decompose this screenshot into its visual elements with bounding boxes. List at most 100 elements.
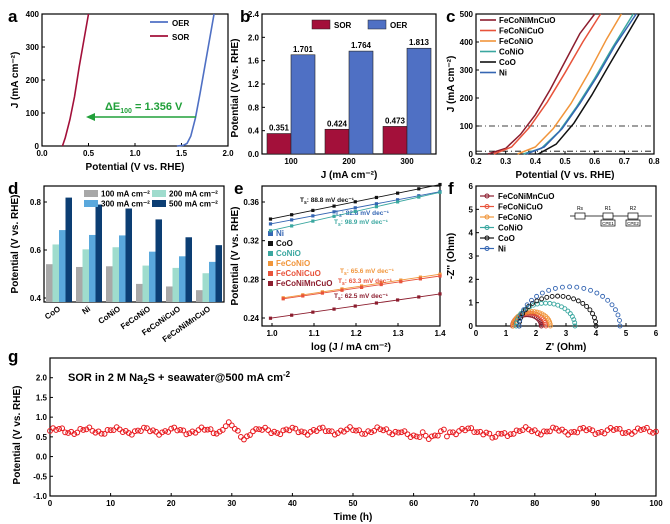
panel-f-point-ni [559,284,565,290]
panel-c-series-feconicuo-line [493,13,602,155]
panel-c-legend-label-feconicuo: FeCoNiCuO [499,27,544,36]
panel-g-data-point [377,426,384,433]
panel-f-point-ni [546,287,552,293]
panel-g-data-point [519,427,526,433]
panel-g-data-point [577,425,584,432]
panel-g-data-point [474,429,481,436]
panel-g-data-point [177,426,184,433]
panel-g-data-point [616,425,623,432]
panel-label-c: c [446,7,455,26]
panel-a-series-sor-line [61,13,90,147]
panel-b-legend-swatch-sor [311,19,331,30]
panel-e-point-feconicuo [301,294,305,298]
panel-f-point-ni [567,284,573,290]
panel-g-data-point [568,429,575,436]
panel-f-point-ni [534,293,540,299]
panel-g-data-point [586,426,593,432]
panel-g-data-point [477,428,484,435]
panel-f-y-tick-label: 1 [469,299,474,308]
panel-g-data-point [637,427,644,433]
panel-b-y-axis-label: Potential (V vs. RHE) [230,39,241,138]
panel-f-legend-marker-feconio [484,214,490,220]
panel-f-legend-marker-conio [484,225,490,230]
panel-g-data-point [53,427,59,433]
panel-g-data-point [404,431,411,438]
panel-g-data-point [101,430,108,437]
panel-f-point-conio [571,317,577,323]
panel-e-point-ni [311,214,315,218]
panel-g-data-point [56,426,62,432]
panel-c-x-tick-label: 0.3 [500,157,512,166]
panel-a-legend-label-sor: SOR [172,33,190,42]
panel-e-x-tick-label: 1.2 [350,329,362,338]
panel-e-legend-label-coo: CoO [276,239,293,248]
panel-g-data-point [647,428,653,435]
panel-g-data-point [486,430,493,437]
panel-f-y-tick-label: 4 [469,229,474,238]
panel-f-point-coo [571,296,577,302]
panel-f-point-conio [565,308,571,314]
panel-g-data-point [271,428,278,435]
panel-g-data-point [165,429,172,435]
panel-d-bar-4 [95,204,102,302]
panel-b-legend-label-oer: OER [390,21,408,30]
panel-e-x-tick-label: 1.0 [266,329,278,338]
panel-g-x-tick-label: 30 [227,499,236,508]
panel-g-data-point [368,429,375,436]
panel-g-x-tick-label: 10 [106,499,115,508]
panel-g-data-point [174,427,181,434]
panel-f-legend-label-coo: CoO [498,234,515,243]
panel-f-point-ni [574,284,580,290]
panel-g-data-point [571,428,578,435]
panel-d-bar-2 [82,249,89,302]
panel-g-data-point [65,430,72,436]
panel-g-data-point [371,427,378,434]
panel-c-x-tick-label: 0.6 [589,157,601,166]
panel-g-y-tick-label: 2.0 [36,374,48,383]
panel-g-data-point [544,428,550,435]
panel-f-point-ni [617,317,622,323]
panel-g-data-point [316,425,323,432]
panel-b-bar-oer [290,54,316,155]
panel-c-legend-label-ni: Ni [499,69,507,78]
panel-g-x-tick-label: 40 [288,499,297,508]
panel-g-data-point [353,427,359,434]
panel-g-data-point [328,428,335,435]
panel-d-legend-label-2: 200 mA cm⁻² [169,190,218,199]
panel-g-data-point [159,429,166,436]
panel-g-data-point [531,427,538,434]
panel-b-y-tick-label: 1.2 [248,80,260,89]
panel-e-point-ni [353,206,357,210]
panel-f-point-ni [539,290,545,296]
panel-g-x-tick-label: 70 [470,499,479,508]
panel-g-data-point [516,428,523,435]
panel-g-data-point [74,429,81,436]
panel-e-point-feconimncuo [417,295,421,299]
panel-g-data-point [77,425,84,432]
panel-g-data-point [201,426,208,433]
panel-d-bar-1 [106,266,113,302]
panel-g-y-tick-label: 0.5 [36,433,48,442]
panel-g-y-tick-label: -1.0 [33,492,47,501]
panel-g-data-point [492,434,499,440]
panel-g-data-point [410,432,417,439]
panel-d-legend-swatch-4 [152,200,166,207]
panel-g-x-tick-label: 0 [48,499,53,508]
panel-a-y-axis-label: J (mA cm⁻²) [10,52,21,109]
panel-a-x-tick-label: 1.5 [176,149,188,158]
panel-e-legend-swatch-feconicuo [268,271,273,276]
panel-g-data-point [244,433,250,440]
panel-g-data-point [138,428,144,434]
panel-g-data-point [422,432,429,439]
panel-g-data-point [286,427,293,434]
panel-f-circuit-cpe [625,219,641,227]
panel-g-data-point [468,425,475,431]
panel-d-bar-3 [209,261,216,302]
panel-f-x-tick-label: 3 [564,329,569,338]
panel-f-point-coo [539,296,545,302]
panel-e-point-feconio [438,272,442,276]
panel-d-bar-1 [46,264,53,302]
panel-g-data-point [62,429,69,436]
panel-f-circuit-label: R1 [605,206,612,212]
panel-g-data-point [589,427,596,434]
